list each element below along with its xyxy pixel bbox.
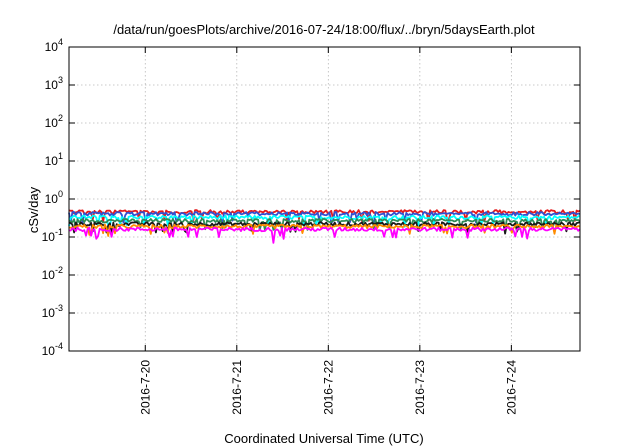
y-tick-label: 102: [45, 113, 63, 130]
grid: [69, 47, 580, 351]
x-tick-label: 2016-7-23: [413, 360, 427, 415]
y-tick-label: 10-2: [42, 265, 63, 282]
y-tick-label: 10-1: [42, 227, 63, 244]
series-line: [68, 226, 581, 244]
x-tick-label: 2016-7-22: [321, 360, 335, 415]
y-tick-label: 104: [45, 37, 63, 54]
x-tick-label: 2016-7-20: [138, 360, 152, 415]
series-line: [68, 221, 581, 235]
y-tick-label: 100: [45, 189, 63, 206]
y-axis: 10-4 10-3 10-2 10-1 100 101 102 103 104: [42, 37, 580, 358]
x-axis: 2016-7-20 2016-7-21 2016-7-22 2016-7-23 2016…: [138, 47, 518, 415]
x-tick-label: 2016-7-21: [230, 360, 244, 415]
series-line: [68, 209, 581, 223]
y-axis-label: cSv/day: [26, 186, 41, 233]
series-group: [68, 209, 581, 244]
y-tick-label: 10-4: [42, 341, 63, 358]
chart-title: /data/run/goesPlots/archive/2016-07-24/1…: [113, 22, 535, 37]
y-tick-label: 103: [45, 75, 63, 92]
y-tick-label: 10-3: [42, 303, 63, 320]
x-tick-label: 2016-7-24: [504, 360, 518, 415]
x-axis-label: Coordinated Universal Time (UTC): [224, 431, 423, 446]
series-line: [68, 218, 581, 232]
series-line: [68, 211, 581, 224]
y-tick-label: 101: [45, 151, 63, 168]
